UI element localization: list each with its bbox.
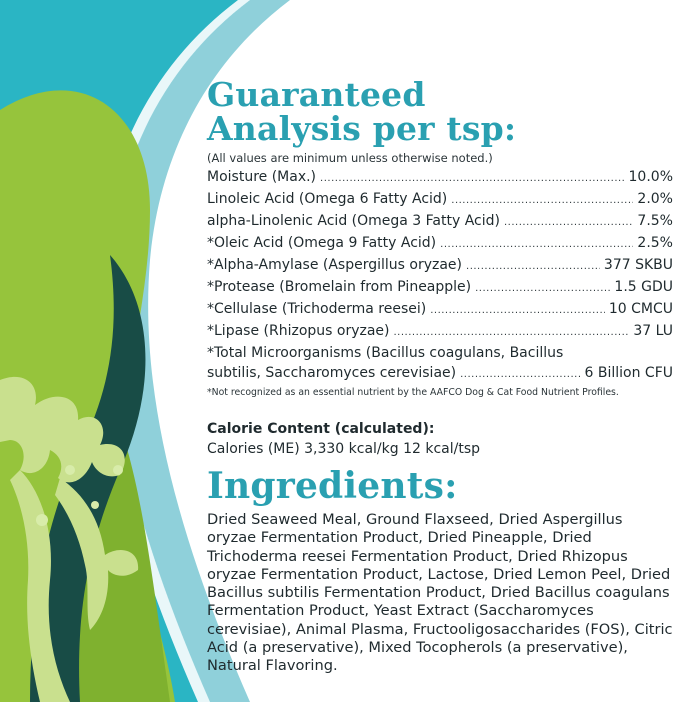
leader-dots	[475, 279, 610, 299]
analysis-row-label: *Protease (Bromelain from Pineapple)	[207, 279, 472, 295]
analysis-row-value: 10.0%	[628, 169, 673, 185]
content-panel: Guaranteed Analysis per tsp: (All values…	[207, 78, 673, 676]
leader-dots	[440, 235, 633, 255]
ingredients-title: Ingredients:	[207, 465, 458, 507]
leader-dots	[460, 365, 580, 385]
light-blue-stripe	[108, 0, 291, 702]
analysis-row: *Oleic Acid (Omega 9 Fatty Acid) 2.5%	[207, 233, 673, 255]
analysis-row-label: *Alpha-Amylase (Aspergillus oryzae)	[207, 257, 463, 273]
leader-dots	[394, 323, 630, 343]
analysis-row: Linoleic Acid (Omega 6 Fatty Acid) 2.0%	[207, 189, 673, 211]
analysis-row-value: 1.5 GDU	[614, 279, 673, 295]
analysis-table: Moisture (Max.) 10.0% Linoleic Acid (Omega…	[207, 167, 673, 343]
analysis-note: (All values are minimum unless otherwise…	[207, 151, 493, 165]
calorie-heading: Calorie Content (calculated):	[207, 421, 435, 437]
analysis-row: Moisture (Max.) 10.0%	[207, 167, 673, 189]
analysis-title-line1: Guaranteed	[207, 75, 426, 114]
analysis-row-label: *Oleic Acid (Omega 9 Fatty Acid)	[207, 235, 437, 251]
microorganisms-value: 6 Billion CFU	[584, 365, 673, 381]
leader-dots	[320, 169, 624, 189]
leader-dots	[430, 301, 605, 321]
microorganisms-row: *Total Microorganisms (Bacillus coagulan…	[207, 343, 673, 385]
analysis-row-value: 7.5%	[637, 213, 673, 229]
analysis-row-label: *Lipase (Rhizopus oryzae)	[207, 323, 390, 339]
microorganisms-label-line1: *Total Microorganisms (Bacillus coagulan…	[207, 345, 564, 361]
analysis-row: *Cellulase (Trichoderma reesei) 10 CMCU	[207, 299, 673, 321]
microorganisms-label-line2: subtilis, Saccharomyces cerevisiae)	[207, 365, 457, 381]
dark-leaf	[30, 255, 146, 702]
analysis-footnote: *Not recognized as an essential nutrient…	[207, 387, 619, 398]
analysis-row-value: 377 SKBU	[603, 257, 673, 273]
analysis-row: *Lipase (Rhizopus oryzae) 37 LU	[207, 321, 673, 343]
leader-dots	[504, 213, 633, 233]
analysis-title: Guaranteed Analysis per tsp:	[207, 78, 673, 146]
calorie-line: Calories (ME) 3,330 kcal/kg 12 kcal/tsp	[207, 441, 480, 457]
leader-dots	[466, 257, 600, 277]
analysis-row-value: 2.0%	[637, 191, 673, 207]
analysis-row-value: 2.5%	[637, 235, 673, 251]
analysis-row: *Alpha-Amylase (Aspergillus oryzae) 377 S…	[207, 255, 673, 277]
analysis-row: alpha-Linolenic Acid (Omega 3 Fatty Acid…	[207, 211, 673, 233]
analysis-row: *Protease (Bromelain from Pineapple) 1.5 …	[207, 277, 673, 299]
analysis-row-label: alpha-Linolenic Acid (Omega 3 Fatty Acid…	[207, 213, 500, 229]
pale-seaweed	[0, 376, 139, 702]
microorganisms-line2: subtilis, Saccharomyces cerevisiae) 6 Bi…	[207, 363, 673, 385]
bubbles	[36, 465, 123, 526]
analysis-row-label: Linoleic Acid (Omega 6 Fatty Acid)	[207, 191, 448, 207]
analysis-row-value: 10 CMCU	[608, 301, 673, 317]
ingredients-text: Dried Seaweed Meal, Ground Flaxseed, Dri…	[207, 511, 673, 675]
analysis-row-label: Moisture (Max.)	[207, 169, 317, 185]
analysis-row-label: *Cellulase (Trichoderma reesei)	[207, 301, 427, 317]
analysis-row-value: 37 LU	[633, 323, 673, 339]
analysis-title-line2: Analysis per tsp:	[207, 109, 517, 148]
leader-dots	[451, 191, 633, 211]
